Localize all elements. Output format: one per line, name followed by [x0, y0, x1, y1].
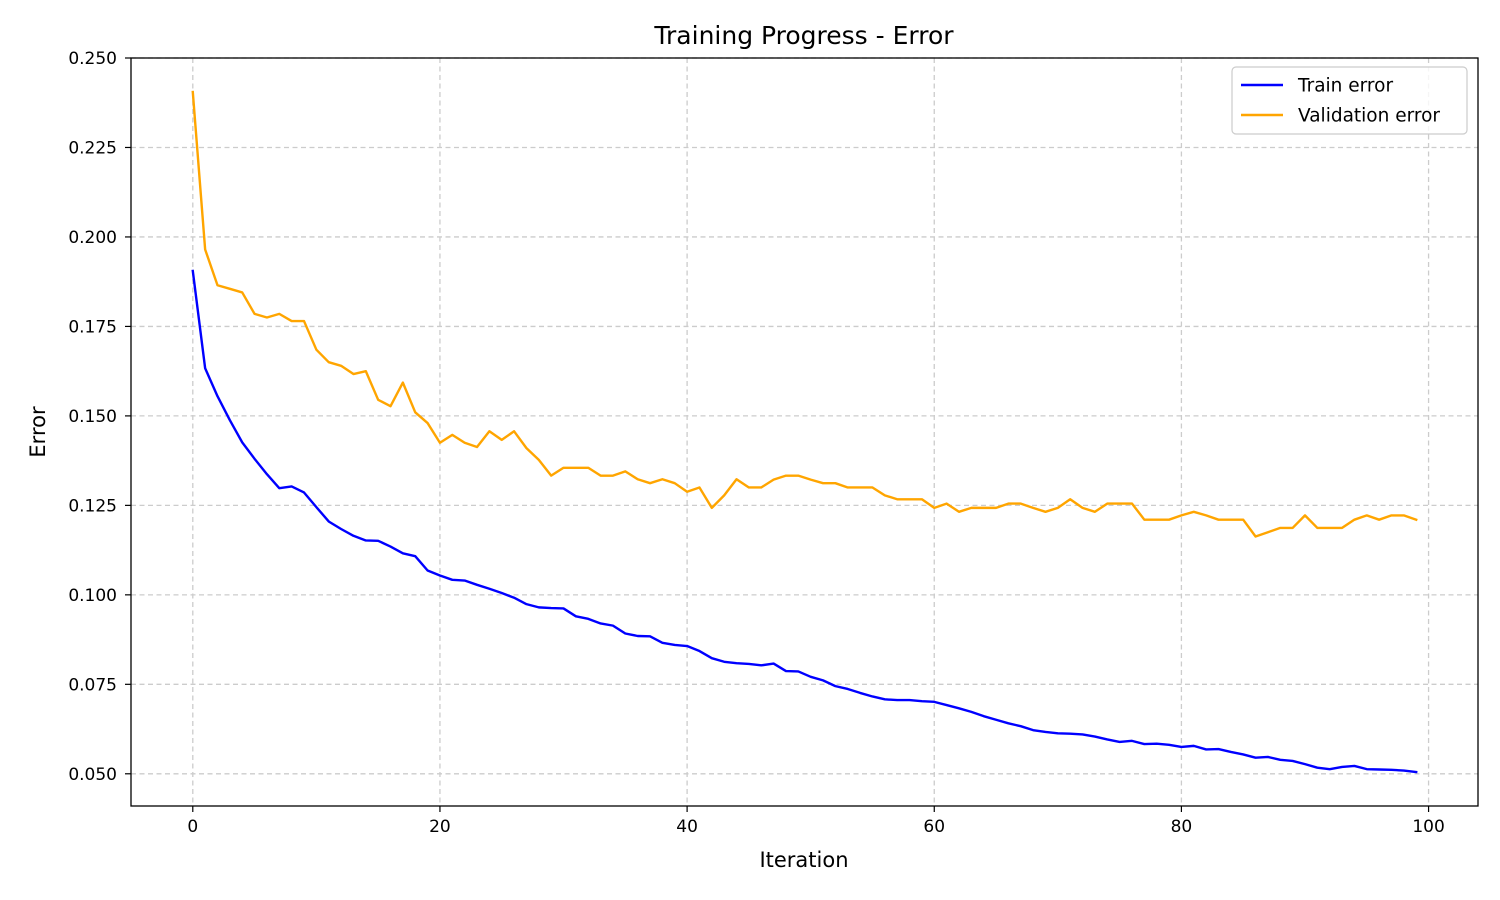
y-tick-label: 0.175: [68, 317, 117, 337]
series-line-train-error: [191, 269, 1418, 774]
series-layer: [191, 90, 1418, 774]
y-axis-ticks: 0.050 0.075 0.100 0.125 0.150 0.175 0.200 0.225…: [68, 49, 131, 785]
y-tick-label: 0.050: [68, 765, 117, 785]
y-tick-label: 0.150: [68, 407, 117, 427]
y-tick-label: 0.100: [68, 586, 117, 606]
x-tick-label: 20: [429, 817, 451, 837]
legend: Train error Validation error: [1231, 66, 1468, 135]
x-axis-label: Iteration: [759, 848, 848, 872]
x-tick-label: 40: [676, 817, 698, 837]
series-line-validation-error: [191, 90, 1418, 538]
y-tick-label: 0.200: [68, 228, 117, 248]
y-tick-label: 0.225: [68, 138, 117, 158]
x-tick-label: 100: [1412, 817, 1444, 837]
chart-title: Training Progress - Error: [653, 21, 954, 50]
y-axis-label: Error: [26, 406, 50, 458]
x-tick-label: 0: [187, 817, 198, 837]
x-axis-ticks: 0 20 40 60 80 100: [187, 806, 1445, 837]
x-tick-label: 60: [923, 817, 945, 837]
legend-label-train-error: Train error: [1297, 76, 1393, 97]
plot-area-frame: [130, 57, 1479, 807]
legend-label-validation-error: Validation error: [1298, 106, 1440, 127]
y-tick-label: 0.250: [68, 49, 117, 69]
y-tick-label: 0.125: [68, 496, 117, 516]
x-tick-label: 80: [1171, 817, 1193, 837]
y-tick-label: 0.075: [68, 675, 117, 695]
legend-box: [1231, 66, 1468, 135]
x-gridlines: [192, 58, 1430, 806]
